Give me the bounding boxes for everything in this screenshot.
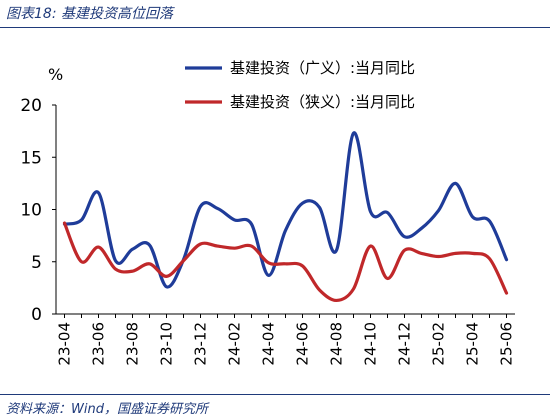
y-tick-label: 5 xyxy=(31,253,42,273)
legend-label-1: 基建投资（广义）:当月同比 xyxy=(230,59,415,77)
x-tick-label: 23-06 xyxy=(90,322,108,366)
x-tick-label: 25-02 xyxy=(430,322,448,366)
y-unit-label: % xyxy=(48,65,63,84)
x-tick-label: 24-06 xyxy=(294,322,312,366)
x-tick-label: 23-04 xyxy=(56,322,74,366)
x-axis-ticks: 23-04 23-06 23-08 23-10 23-12 24-02 24-04 24-06… xyxy=(56,314,516,366)
x-tick-label: 23-12 xyxy=(192,322,210,366)
bottom-rule xyxy=(0,394,550,395)
y-tick-label: 15 xyxy=(20,148,42,168)
chart-axes xyxy=(55,105,515,315)
y-tick-label: 20 xyxy=(20,96,42,116)
legend-label-2: 基建投资（狭义）:当月同比 xyxy=(230,93,415,111)
series-line-2 xyxy=(62,221,509,303)
y-tick-label: 10 xyxy=(20,201,42,221)
x-tick-label: 23-08 xyxy=(124,322,142,366)
series-lines xyxy=(62,131,509,303)
x-tick-label: 24-04 xyxy=(260,322,278,366)
x-tick-label: 23-10 xyxy=(158,322,176,366)
x-tick-label: 24-12 xyxy=(396,322,414,366)
source-note: 资料来源：Wind，国盛证券研究所 xyxy=(6,402,208,417)
x-tick-label: 25-06 xyxy=(498,322,516,366)
figure-title: 图表18: 基建投资高位回落 xyxy=(6,6,173,22)
x-tick-label: 24-08 xyxy=(328,322,346,366)
x-tick-label: 24-10 xyxy=(362,322,380,366)
x-tick-label: 25-04 xyxy=(464,322,482,366)
top-rule xyxy=(0,27,550,28)
y-tick-label: 0 xyxy=(31,305,42,325)
series-line-1 xyxy=(62,131,509,289)
x-tick-label: 24-02 xyxy=(226,322,244,366)
y-axis-ticks: 0 5 10 15 20 xyxy=(20,96,56,325)
